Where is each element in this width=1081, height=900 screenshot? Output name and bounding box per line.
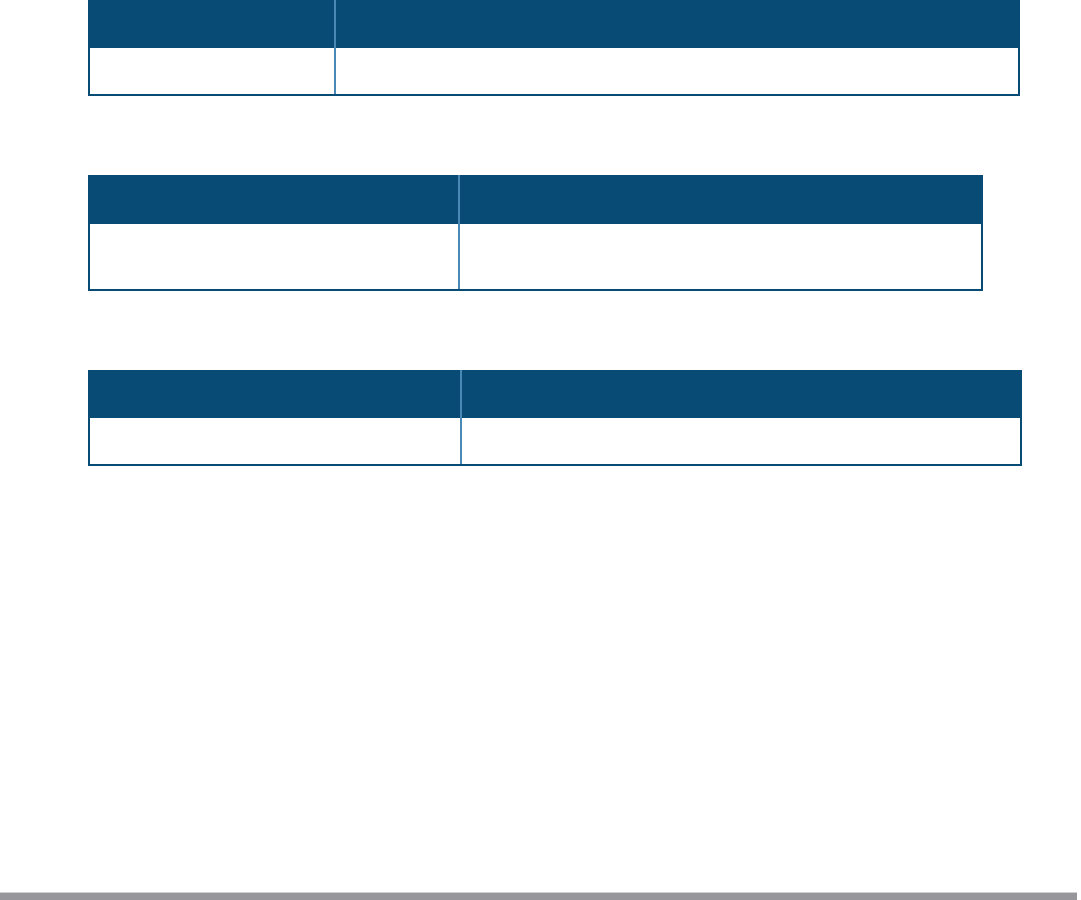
column-divider (458, 175, 460, 289)
table-header-row (88, 0, 1020, 48)
table-3 (88, 370, 1022, 466)
table-1 (88, 0, 1020, 96)
table-header-row (88, 370, 1022, 418)
column-divider (460, 370, 462, 464)
footer-bar (0, 892, 1077, 900)
table-2 (88, 175, 983, 291)
column-divider (334, 0, 336, 94)
table-header-row (88, 175, 983, 224)
